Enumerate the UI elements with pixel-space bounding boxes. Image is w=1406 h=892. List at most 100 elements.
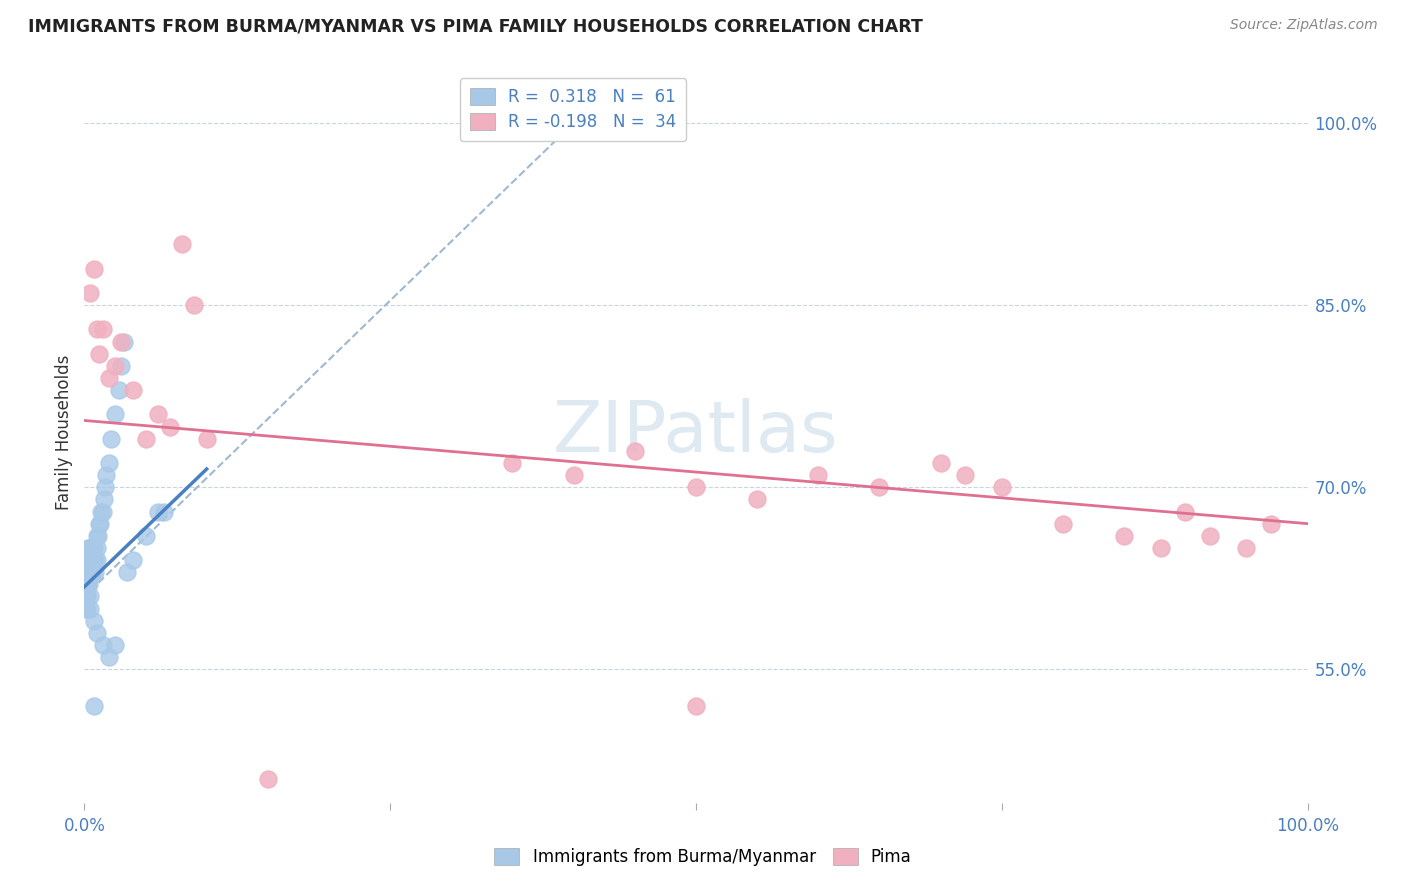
Point [83, 261, 105, 276]
Point [76, 601, 98, 615]
Point [77, 577, 100, 591]
Point [86, 529, 108, 543]
Point [104, 359, 127, 373]
Point [91, 638, 114, 652]
Point [929, 456, 952, 470]
Point [93, 492, 115, 507]
Point [79, 286, 101, 301]
Point [86, 626, 108, 640]
Point [97, 371, 120, 385]
Point [77, 553, 100, 567]
Point [991, 480, 1014, 494]
Point [75, 565, 97, 579]
Point [79, 601, 101, 615]
Point [1114, 529, 1136, 543]
Point [112, 334, 135, 349]
Point [115, 565, 138, 579]
Point [80, 553, 103, 567]
Point [77, 541, 100, 555]
Point [75, 601, 97, 615]
Point [110, 334, 132, 349]
Point [624, 443, 647, 458]
Text: Source: ZipAtlas.com: Source: ZipAtlas.com [1230, 18, 1378, 32]
Point [86, 553, 108, 567]
Point [76, 553, 98, 567]
Point [953, 468, 976, 483]
Point [76, 565, 98, 579]
Point [84, 553, 107, 567]
Point [869, 480, 891, 494]
Point [1236, 541, 1258, 555]
Point [183, 298, 205, 312]
Point [90, 504, 112, 518]
Point [146, 408, 169, 422]
Point [91, 322, 114, 336]
Point [79, 541, 101, 555]
Text: IMMIGRANTS FROM BURMA/MYANMAR VS PIMA FAMILY HOUSEHOLDS CORRELATION CHART: IMMIGRANTS FROM BURMA/MYANMAR VS PIMA FA… [28, 18, 922, 36]
Point [562, 468, 585, 483]
Point [94, 480, 117, 494]
Point [747, 492, 769, 507]
Point [79, 565, 101, 579]
Point [100, 432, 122, 446]
Point [82, 565, 104, 579]
Point [87, 347, 110, 361]
Point [75, 577, 97, 591]
Point [257, 772, 280, 786]
Point [107, 383, 129, 397]
Point [86, 541, 108, 555]
Point [79, 590, 101, 604]
Point [135, 529, 157, 543]
Point [1174, 504, 1197, 518]
Point [75, 590, 97, 604]
Point [1052, 516, 1074, 531]
Point [122, 553, 145, 567]
Point [135, 432, 157, 446]
Y-axis label: Family Households: Family Households [55, 355, 73, 510]
Text: ZIPatlas: ZIPatlas [553, 398, 839, 467]
Point [104, 638, 127, 652]
Point [146, 504, 169, 518]
Point [153, 504, 176, 518]
Point [685, 480, 707, 494]
Legend: Immigrants from Burma/Myanmar, Pima: Immigrants from Burma/Myanmar, Pima [486, 840, 920, 875]
Point [82, 541, 104, 555]
Point [83, 698, 105, 713]
Point [79, 553, 101, 567]
Legend: R =  0.318   N =  61, R = -0.198   N =  34: R = 0.318 N = 61, R = -0.198 N = 34 [460, 78, 686, 141]
Point [80, 565, 103, 579]
Point [80, 541, 103, 555]
Point [97, 650, 120, 665]
Point [807, 468, 830, 483]
Point [75, 553, 97, 567]
Point [77, 565, 100, 579]
Point [195, 432, 218, 446]
Point [685, 698, 707, 713]
Point [84, 565, 107, 579]
Point [91, 504, 114, 518]
Point [97, 456, 120, 470]
Point [96, 468, 118, 483]
Point [159, 419, 181, 434]
Point [83, 541, 105, 555]
Point [83, 614, 105, 628]
Point [82, 553, 104, 567]
Point [110, 359, 132, 373]
Point [77, 577, 100, 591]
Point [89, 516, 111, 531]
Point [86, 322, 108, 336]
Point [1198, 529, 1220, 543]
Point [87, 516, 110, 531]
Point [77, 541, 100, 555]
Point [172, 237, 194, 252]
Point [77, 553, 100, 567]
Point [77, 565, 100, 579]
Point [1260, 516, 1282, 531]
Point [122, 383, 145, 397]
Point [76, 577, 98, 591]
Point [502, 456, 524, 470]
Point [104, 408, 127, 422]
Point [76, 590, 98, 604]
Point [87, 529, 110, 543]
Point [1150, 541, 1173, 555]
